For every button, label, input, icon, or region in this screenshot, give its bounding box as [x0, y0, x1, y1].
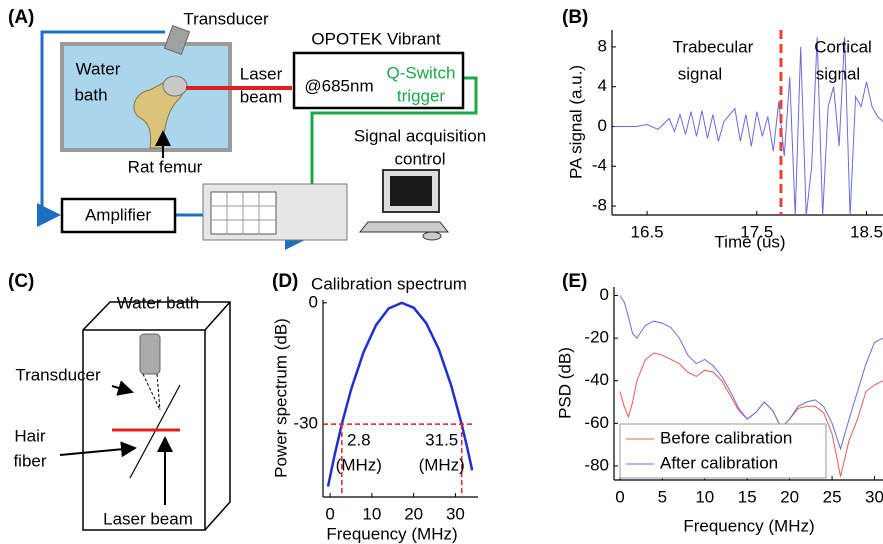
x-axis-label: Frequency (MHz) — [326, 524, 457, 543]
y-tick-label: -30 — [293, 414, 318, 433]
label: Transducer — [15, 365, 101, 384]
marker-unit: (MHz) — [336, 456, 382, 475]
label: Transducer — [183, 9, 269, 28]
label: trigger — [397, 86, 446, 105]
label: Water — [76, 59, 121, 78]
label: bath — [74, 85, 107, 104]
x-tick-label: 17.5 — [740, 222, 773, 241]
series-line — [619, 295, 883, 451]
y-axis-label: Power spectrum (dB) — [271, 318, 290, 478]
annotation: Cortical — [814, 37, 872, 56]
femur-head — [162, 75, 188, 97]
label: control — [394, 149, 445, 168]
y-tick-label: 8 — [598, 36, 607, 55]
marker-label: 31.5 — [425, 431, 458, 450]
x-tick-label: 30 — [446, 504, 465, 523]
panel-label: (E) — [562, 271, 587, 292]
y-tick-label: -4 — [592, 156, 607, 175]
y-tick-label: 0 — [598, 116, 607, 135]
x-tick-label: 25 — [823, 487, 842, 506]
transducer — [139, 333, 161, 375]
laser-box — [292, 51, 465, 110]
label: OPOTEK Vibrant — [311, 29, 440, 48]
y-tick-label: 4 — [598, 76, 607, 95]
arrow — [111, 380, 134, 396]
monitor-screen — [390, 176, 432, 206]
annotation: Trabecular — [673, 37, 754, 56]
panel-label: (A) — [8, 7, 34, 28]
panel-label: (D) — [272, 271, 298, 292]
mouse — [422, 231, 442, 241]
y-tick-label: -8 — [592, 196, 607, 215]
label: Signal acquisition — [354, 126, 486, 145]
legend-label: After calibration — [660, 453, 778, 472]
series-line — [614, 36, 883, 215]
x-tick-label: 5 — [658, 487, 667, 506]
panel-label: (B) — [562, 7, 588, 28]
label: Q-Switch — [387, 63, 456, 82]
tank-diagram: Water bath Transducer Hair fiber Laser b… — [13, 293, 231, 531]
setup-diagram: Transducer Water bath Laser beam OPOTEK … — [37, 9, 486, 250]
y-tick-label: 0 — [600, 285, 609, 304]
screen-grid — [211, 192, 276, 234]
amplifier-box — [60, 197, 177, 234]
label: Amplifier — [85, 205, 151, 224]
label: Water bath — [117, 293, 200, 312]
chart-title: Calibration spectrum — [311, 274, 467, 293]
series-line — [326, 301, 474, 487]
marker-label: 2.8 — [347, 431, 371, 450]
tank-back — [82, 301, 231, 531]
marker-unit: (MHz) — [419, 456, 465, 475]
annotation: signal — [816, 64, 860, 83]
x-axis-label: Frequency (MHz) — [683, 516, 814, 535]
x-tick-label: 16.5 — [631, 222, 664, 241]
x-tick-label: 0 — [325, 504, 334, 523]
legend-box — [619, 423, 827, 479]
x-axis-label: Time (us) — [714, 232, 785, 251]
legend-label: Before calibration — [660, 428, 792, 447]
label: @685nm — [304, 76, 373, 95]
trigger-wire — [310, 76, 478, 236]
annotation: signal — [678, 64, 722, 83]
label: beam — [240, 87, 283, 106]
arrow — [59, 441, 137, 458]
x-tick-label: 15 — [738, 487, 757, 506]
series-line — [619, 352, 883, 477]
label: Laser — [240, 64, 283, 83]
x-tick-label: 18.5 — [850, 222, 883, 241]
x-tick-label: 20 — [404, 504, 423, 523]
x-tick-label: 0 — [615, 487, 624, 506]
label: fiber — [13, 451, 46, 470]
x-tick-label: 30 — [865, 487, 883, 506]
y-tick-label: -80 — [584, 455, 609, 474]
signal-wire — [37, 30, 165, 227]
y-tick-label: 0 — [309, 292, 318, 311]
x-tick-label: 20 — [780, 487, 799, 506]
tank-front — [82, 329, 206, 531]
x-tick-label: 10 — [695, 487, 714, 506]
y-tick-label: -20 — [584, 328, 609, 347]
panel-label: (C) — [8, 271, 34, 292]
y-axis-label: PSD (dB) — [555, 347, 574, 419]
label: Laser beam — [103, 509, 193, 528]
label: Hair — [14, 426, 46, 445]
y-tick-label: -40 — [584, 370, 609, 389]
beam-cone — [142, 373, 161, 411]
keyboard — [358, 221, 450, 233]
y-tick-label: -60 — [584, 413, 609, 432]
y-axis-label: PA signal (a.u.) — [566, 65, 585, 179]
x-tick-label: 10 — [362, 504, 381, 523]
label: Rat femur — [128, 157, 203, 176]
transducer — [163, 25, 191, 55]
